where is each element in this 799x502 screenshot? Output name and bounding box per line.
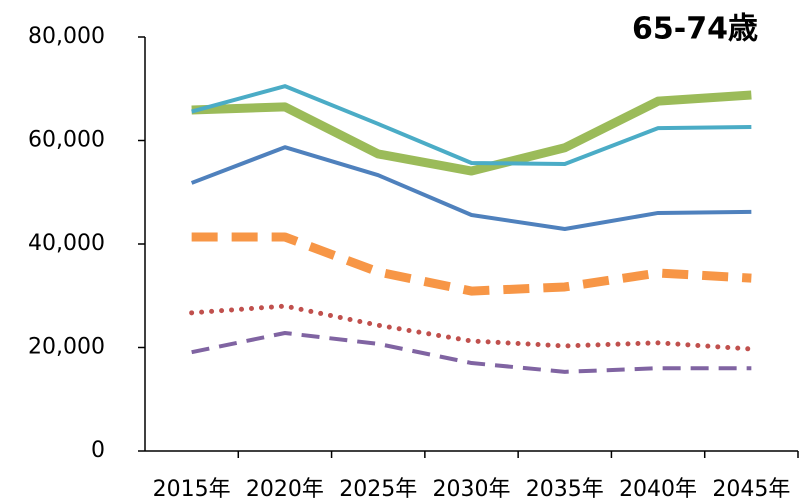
series-line: [191, 84, 752, 167]
y-tick-label: 40,000: [28, 231, 105, 256]
x-tick-label: 2045年: [712, 477, 790, 502]
x-tick-label: 2025年: [339, 477, 417, 502]
x-tick-label: 2015年: [153, 477, 231, 502]
y-tick-label: 80,000: [28, 24, 105, 49]
x-tick-label: 2030年: [433, 477, 511, 502]
x-tick-label: 2020年: [246, 477, 324, 502]
chart-title: 65-74歳: [632, 12, 758, 47]
series-line: [191, 232, 752, 296]
series-line: [191, 331, 752, 374]
y-tick-label: 0: [91, 438, 105, 463]
y-tick-label: 20,000: [28, 335, 105, 360]
series-line: [191, 90, 752, 176]
series-line: [189, 303, 754, 352]
y-tick-label: 60,000: [28, 128, 105, 153]
x-tick-label: 2040年: [619, 477, 697, 502]
series-line: [190, 145, 752, 231]
x-tick-label: 2035年: [526, 477, 604, 502]
